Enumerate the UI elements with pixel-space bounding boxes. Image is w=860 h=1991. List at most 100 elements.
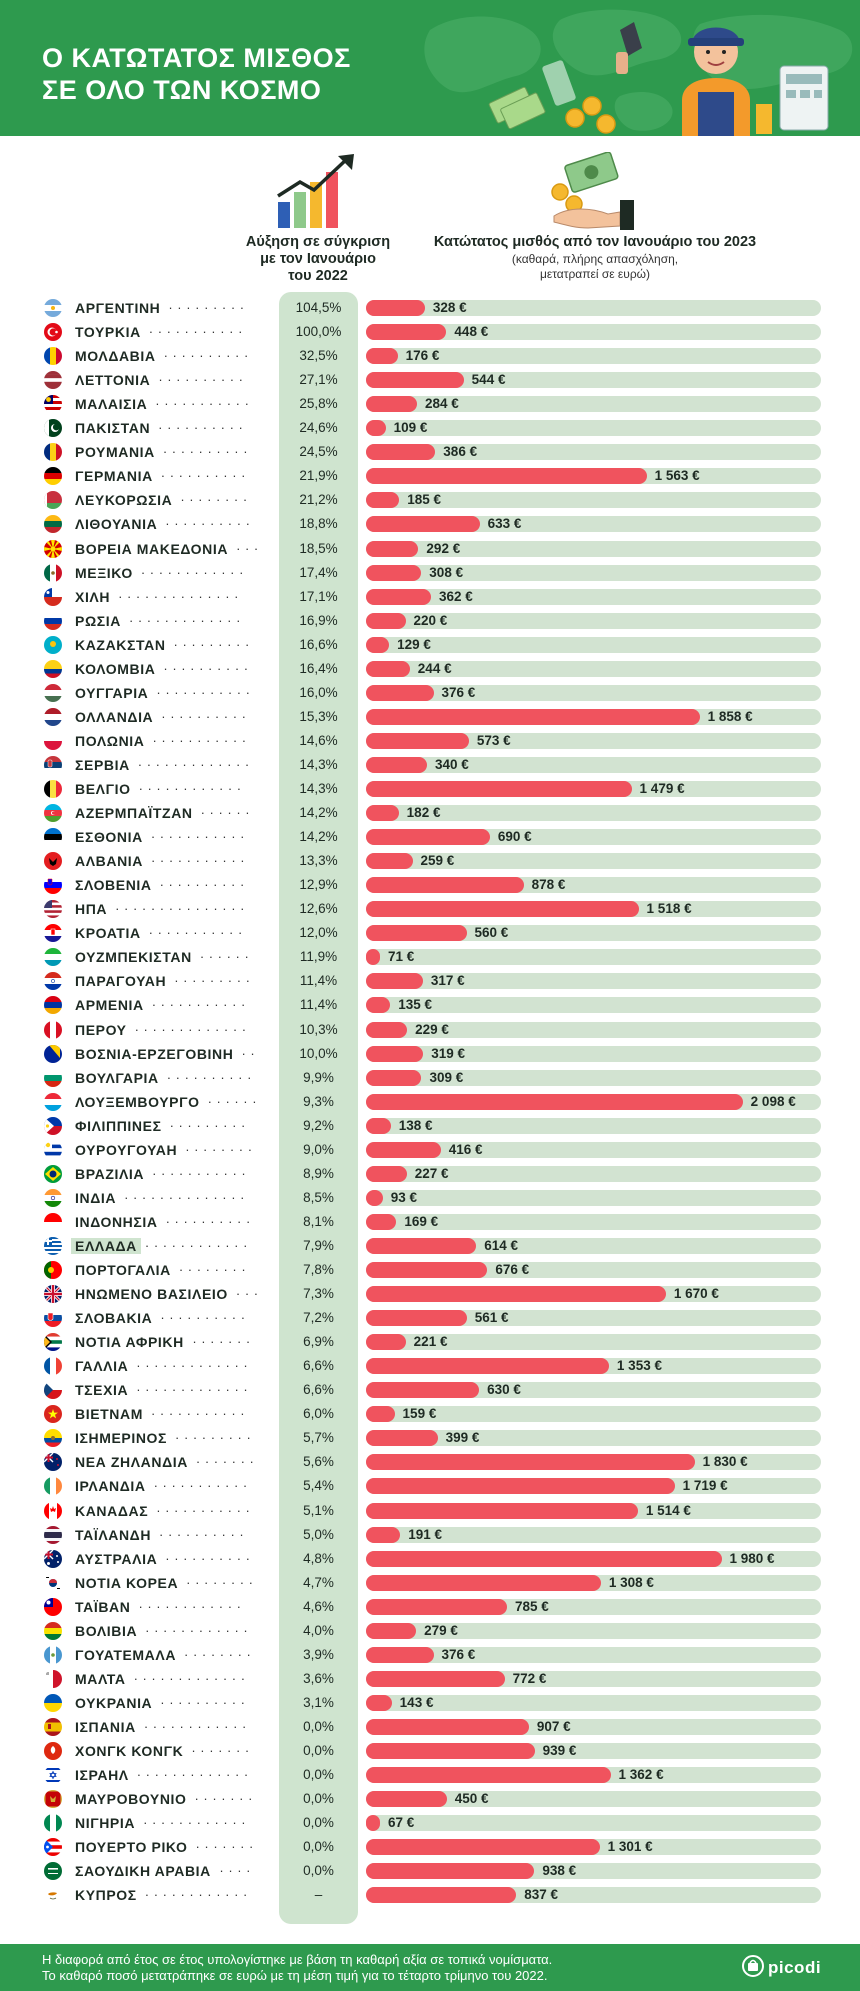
slovenia-flag-icon [44,876,62,895]
growth-value: 17,1% [299,588,338,604]
growth-value: 24,6% [299,420,338,436]
bar-track [366,997,821,1014]
guatemala-flag-icon [44,1645,62,1664]
wage-bar [366,660,410,677]
growth-value: 7,8% [303,1262,334,1277]
dot-leader: ············ [144,1237,253,1253]
growth-value: 21,2% [299,492,338,508]
picodi-logo-icon [742,1955,764,1977]
table-row: ΟΥΓΓΑΡΙΑ ··········· 16,0% 376 € [0,681,860,705]
bar-track [366,973,821,990]
table-row: ΜΑΛΤΑ ············· 3,6% 772 € [0,1667,860,1691]
bar-track [366,516,821,533]
wage-label: 1 301 € [607,1839,653,1855]
table-row: ΙΣΡΑΗΛ ············· 0,0% 1 362 € [0,1763,860,1787]
wage-bar [366,1430,438,1447]
wage-bar [366,1069,422,1086]
table-row: ΤΑΪΛΑΝΔΗ ·········· 5,0% 191 € [0,1523,860,1547]
table-row: ΑΡΜΕΝΙΑ ··········· 11,4% 135 € [0,993,860,1017]
growth-value: 0,0% [303,1743,334,1758]
bar-track [366,444,821,461]
romania-flag-icon [44,443,62,462]
table-row: ΛΕΥΚΟΡΩΣΙΑ ········ 21,2% 185 € [0,488,860,512]
dot-leader: ··········· [153,1478,252,1494]
wage-label: 109 € [393,420,428,436]
wage-label: 939 € [542,1743,577,1758]
table-row: ΒΟΥΛΓΑΡΙΑ ·········· 9,9% 309 € [0,1066,860,1090]
country-name: ΕΣΘΟΝΙΑ [75,829,143,846]
wage-label: 284 € [424,396,459,412]
dot-leader: ······· [195,1454,259,1470]
dot-leader: ············ [144,1887,252,1903]
wage-bar [366,1021,408,1038]
dot-leader: ······· [195,1839,258,1855]
growth-value: 100,0% [295,324,342,340]
country-name: ΙΝΔΟΝΗΣΙΑ [75,1213,158,1230]
wage-label: 67 € [388,1815,415,1831]
table-row: ΒΟΡΕΙΑ ΜΑΚΕΔΟΝΙΑ ··· 18,5% 292 € [0,537,860,561]
mexico-flag-icon [44,563,62,582]
table-row: ΜΕΞΙΚΟ ············ 17,4% 308 € [0,561,860,585]
bar-track [366,660,821,677]
growth-column-background [279,292,358,1924]
dot-leader: ·········· [163,348,253,364]
growth-value: 3,1% [303,1694,334,1710]
wage-label: 1 362 € [618,1767,664,1783]
growth-value: 7,2% [303,1310,334,1326]
wage-bar [366,901,639,918]
country-name: ΠΕΡΟΥ [75,1021,127,1038]
wage-label: 399 € [445,1430,480,1446]
table-row: ΒΡΑΖΙΛΙΑ ··········· 8,9% 227 € [0,1162,860,1186]
table-row: ΙΡΛΑΝΔΙΑ ··········· 5,4% 1 719 € [0,1474,860,1498]
dot-leader: ··········· [150,1406,250,1422]
growth-value: 14,2% [299,805,338,821]
growth-value: – [314,1887,323,1903]
wage-label: 630 € [487,1382,521,1398]
table-row: ΓΟΥΑΤΕΜΑΛΑ ········ 3,9% 376 € [0,1643,860,1667]
wage-bar [366,684,434,701]
bar-track [366,1069,821,1086]
wage-label: 1 353 € [616,1358,662,1374]
table-row: ΣΛΟΒΑΚΙΑ ·········· 7,2% 561 € [0,1306,860,1330]
table-row: ΜΑΛΑΙΣΙΑ ··········· 25,8% 284 € [0,392,860,416]
bar-track [366,1189,821,1206]
growth-value: 0,0% [303,1767,334,1783]
country-name: ΟΥΡΟΥΓΟΥΑΗ [75,1141,178,1158]
bar-track [366,324,821,341]
growth-value: 7,3% [303,1286,334,1302]
wage-label: 676 € [495,1262,530,1277]
dot-leader: ········ [186,1574,258,1590]
bar-track [366,1141,821,1158]
table-row: ΓΕΡΜΑΝΙΑ ·········· 21,9% 1 563 € [0,464,860,488]
table-row: ΣΕΡΒΙΑ ············· 14,3% 340 € [0,753,860,777]
country-name: ΒΟΥΛΓΑΡΙΑ [75,1069,159,1086]
bar-track [366,1117,821,1134]
country-name: ΓΑΛΛΙΑ [75,1358,129,1375]
wage-label: 1 980 € [729,1550,775,1566]
country-name: ΚΡΟΑΤΙΑ [75,925,141,942]
puerto-rico-flag-icon [44,1838,62,1857]
dot-leader: ·········· [163,660,253,676]
poland-flag-icon [44,731,62,750]
table-row: ΜΟΛΔΑΒΙΑ ·········· 32,5% 176 € [0,344,860,368]
table-row: ΚΡΟΑΤΙΑ ··········· 12,0% 560 € [0,921,860,945]
wage-label: 227 € [414,1165,449,1181]
dot-leader: ·········· [161,708,251,724]
wage-bar [366,877,524,894]
wage-label: 1 479 € [639,781,685,796]
country-name: ΜΑΥΡΟΒΟΥΝΙΟ [75,1791,187,1808]
dot-leader: ·········· [166,1069,257,1085]
south-africa-flag-icon [44,1333,62,1352]
bar-track [366,805,821,822]
country-name: ΗΝΩΜΕΝΟ ΒΑΣΙΛΕΙΟ [75,1286,228,1303]
wage-bar [366,636,390,653]
dot-leader: ·············· [124,1189,250,1205]
country-name: ΤΑΪΛΑΝΔΗ [75,1526,152,1543]
country-name: ΑΖΕΡΜΠΑΪΤΖΑΝ [75,805,193,822]
growth-value: 12,9% [299,877,338,893]
table-row: ΣΛΟΒΕΝΙΑ ·········· 12,9% 878 € [0,873,860,897]
table-row: ΟΥΡΟΥΓΟΥΑΗ ········ 9,0% 416 € [0,1138,860,1162]
country-name: ΣΛΟΒΕΝΙΑ [75,877,152,894]
footer-note-line1: Η διαφορά από έτος σε έτος υπολογίστηκε … [42,1952,553,1967]
wage-bar [366,612,406,629]
